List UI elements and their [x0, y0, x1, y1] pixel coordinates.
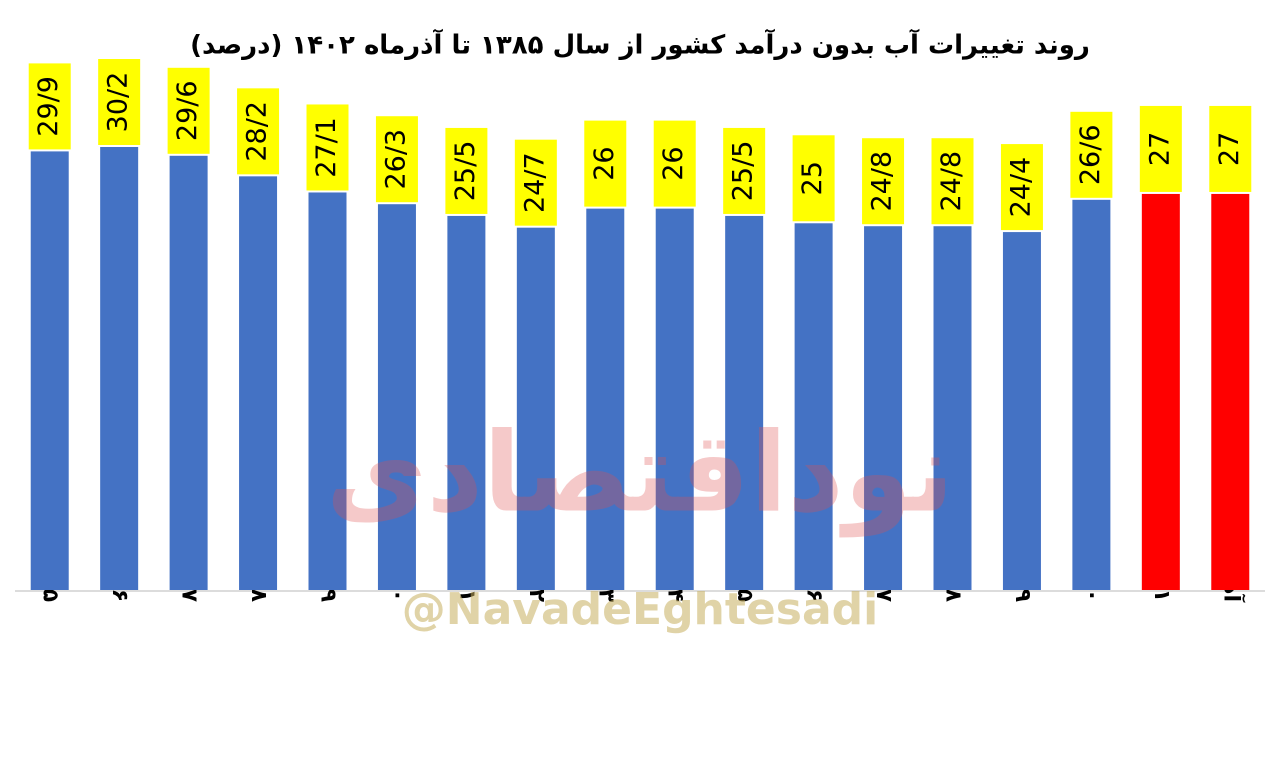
- value-label-bg: [653, 120, 696, 207]
- bar: [30, 151, 69, 590]
- value-label: 29/6: [172, 80, 203, 141]
- bar: [864, 226, 903, 590]
- value-label-bg: [514, 139, 557, 226]
- value-label: 26/6: [1075, 124, 1106, 185]
- value-label: 25: [797, 161, 828, 195]
- watermark: نوداقتصادی: [326, 408, 954, 537]
- bar: [516, 227, 555, 590]
- value-label: 27: [1214, 132, 1245, 166]
- value-label-bg: [723, 127, 766, 214]
- bar: [1141, 193, 1180, 590]
- value-label: 29/9: [33, 76, 64, 137]
- value-label: 24/8: [936, 151, 967, 212]
- bar: [100, 147, 139, 590]
- bar: [308, 192, 347, 590]
- value-label-bg: [1139, 105, 1182, 192]
- value-label-bg: [167, 67, 210, 154]
- value-label: 30/2: [103, 72, 134, 133]
- bar: [447, 215, 486, 590]
- value-label: 26/3: [380, 129, 411, 190]
- bar: [377, 204, 416, 590]
- value-label: 24/8: [867, 151, 898, 212]
- value-label-bg: [1000, 144, 1043, 231]
- value-label-bg: [28, 63, 71, 150]
- watermark: @NavadeEghtesadi: [402, 584, 878, 635]
- value-label-bg: [931, 138, 974, 225]
- value-label-bg: [98, 59, 141, 145]
- value-label: 26: [589, 146, 620, 180]
- value-label-bg: [1209, 105, 1252, 192]
- value-label-bg: [375, 116, 418, 203]
- bar: [794, 223, 833, 591]
- bar: [239, 176, 278, 590]
- bar: [933, 226, 972, 590]
- bar: [725, 215, 764, 590]
- value-label-bg: [445, 127, 488, 214]
- bar: [655, 208, 694, 591]
- bar: [1002, 232, 1041, 590]
- bar: [1211, 193, 1250, 590]
- value-label-bg: [237, 88, 280, 175]
- chart-title: روند تغییرات آب بدون درآمد کشور از سال ۱…: [190, 29, 1090, 61]
- value-label-bg: [1070, 111, 1113, 198]
- bar: [586, 208, 625, 591]
- value-label: 25/5: [728, 141, 759, 202]
- value-label-bg: [584, 120, 627, 207]
- value-label: 28/2: [242, 101, 273, 162]
- value-label-bg: [306, 104, 349, 191]
- value-label: 24/7: [519, 152, 550, 213]
- value-label: 27/1: [311, 117, 342, 178]
- value-label: 27: [1144, 132, 1175, 166]
- value-label-bg: [792, 135, 835, 222]
- value-label: 25/5: [450, 141, 481, 202]
- value-label: 24/4: [1005, 157, 1036, 218]
- value-label: 26: [658, 146, 689, 180]
- bar: [169, 155, 208, 590]
- bar: [1072, 199, 1111, 590]
- value-label-bg: [862, 138, 905, 225]
